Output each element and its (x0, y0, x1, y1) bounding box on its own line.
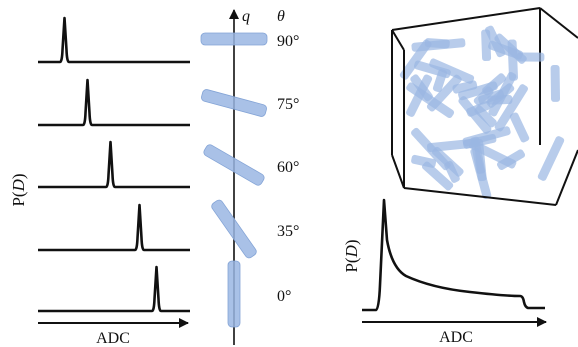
right-x-axis-label: ADC (439, 329, 473, 346)
left-y-axis-label: P(D) (9, 173, 28, 206)
rod-35deg (211, 199, 257, 259)
broad-spectrum (362, 198, 545, 312)
rod-cloud (399, 25, 565, 199)
random-rod (470, 147, 492, 199)
right-spectrum-panel: ADC P(D) (342, 198, 547, 346)
random-rod (421, 161, 454, 191)
random-rod (411, 154, 437, 168)
random-rod (488, 40, 524, 60)
right-y-axis-label: P(D) (342, 239, 361, 272)
cube-front-edges (391, 29, 578, 206)
random-rod (432, 69, 448, 93)
spectrum-75deg (38, 78, 190, 127)
random-rod (406, 74, 433, 117)
q-axis-label: q (242, 8, 250, 25)
random-rod (478, 89, 505, 105)
left-x-axis-label: ADC (96, 330, 130, 347)
spectrum-90deg (38, 16, 190, 64)
random-rod (550, 64, 561, 102)
random-rod (462, 126, 511, 147)
spectrum-35deg (38, 203, 190, 252)
random-rod (424, 38, 450, 49)
random-rod (468, 140, 517, 169)
rotation-axis-panel: q θ 90° 75° 60° 35° 0° (200, 8, 299, 345)
random-rod (458, 81, 498, 101)
random-rod (452, 80, 478, 94)
angle-label-0: 0° (277, 288, 291, 305)
random-rod (411, 127, 451, 171)
rod-75deg (201, 89, 267, 117)
random-rod (537, 136, 565, 181)
cube-back-edges (391, 7, 578, 155)
random-rod (481, 29, 492, 62)
random-rod (509, 112, 530, 143)
rod-90deg (200, 32, 268, 46)
angle-label-35: 35° (277, 223, 299, 240)
rod-0deg (227, 260, 241, 328)
angle-label-90: 90° (277, 33, 299, 50)
random-rod (429, 58, 475, 84)
rod-60deg (203, 144, 265, 186)
left-spectra-panel: ADC P(D) (9, 16, 190, 347)
random-rod (458, 96, 492, 134)
angle-label-60: 60° (277, 159, 299, 176)
spectrum-60deg (38, 140, 190, 189)
theta-header: θ (277, 8, 285, 25)
random-rod (410, 74, 433, 102)
random-rods-cube (391, 7, 578, 206)
random-rod (426, 74, 462, 112)
spectrum-0deg (38, 265, 190, 313)
random-rod (399, 39, 432, 80)
angle-label-75: 75° (277, 96, 299, 113)
random-rod (494, 84, 528, 132)
random-rod (516, 52, 545, 62)
